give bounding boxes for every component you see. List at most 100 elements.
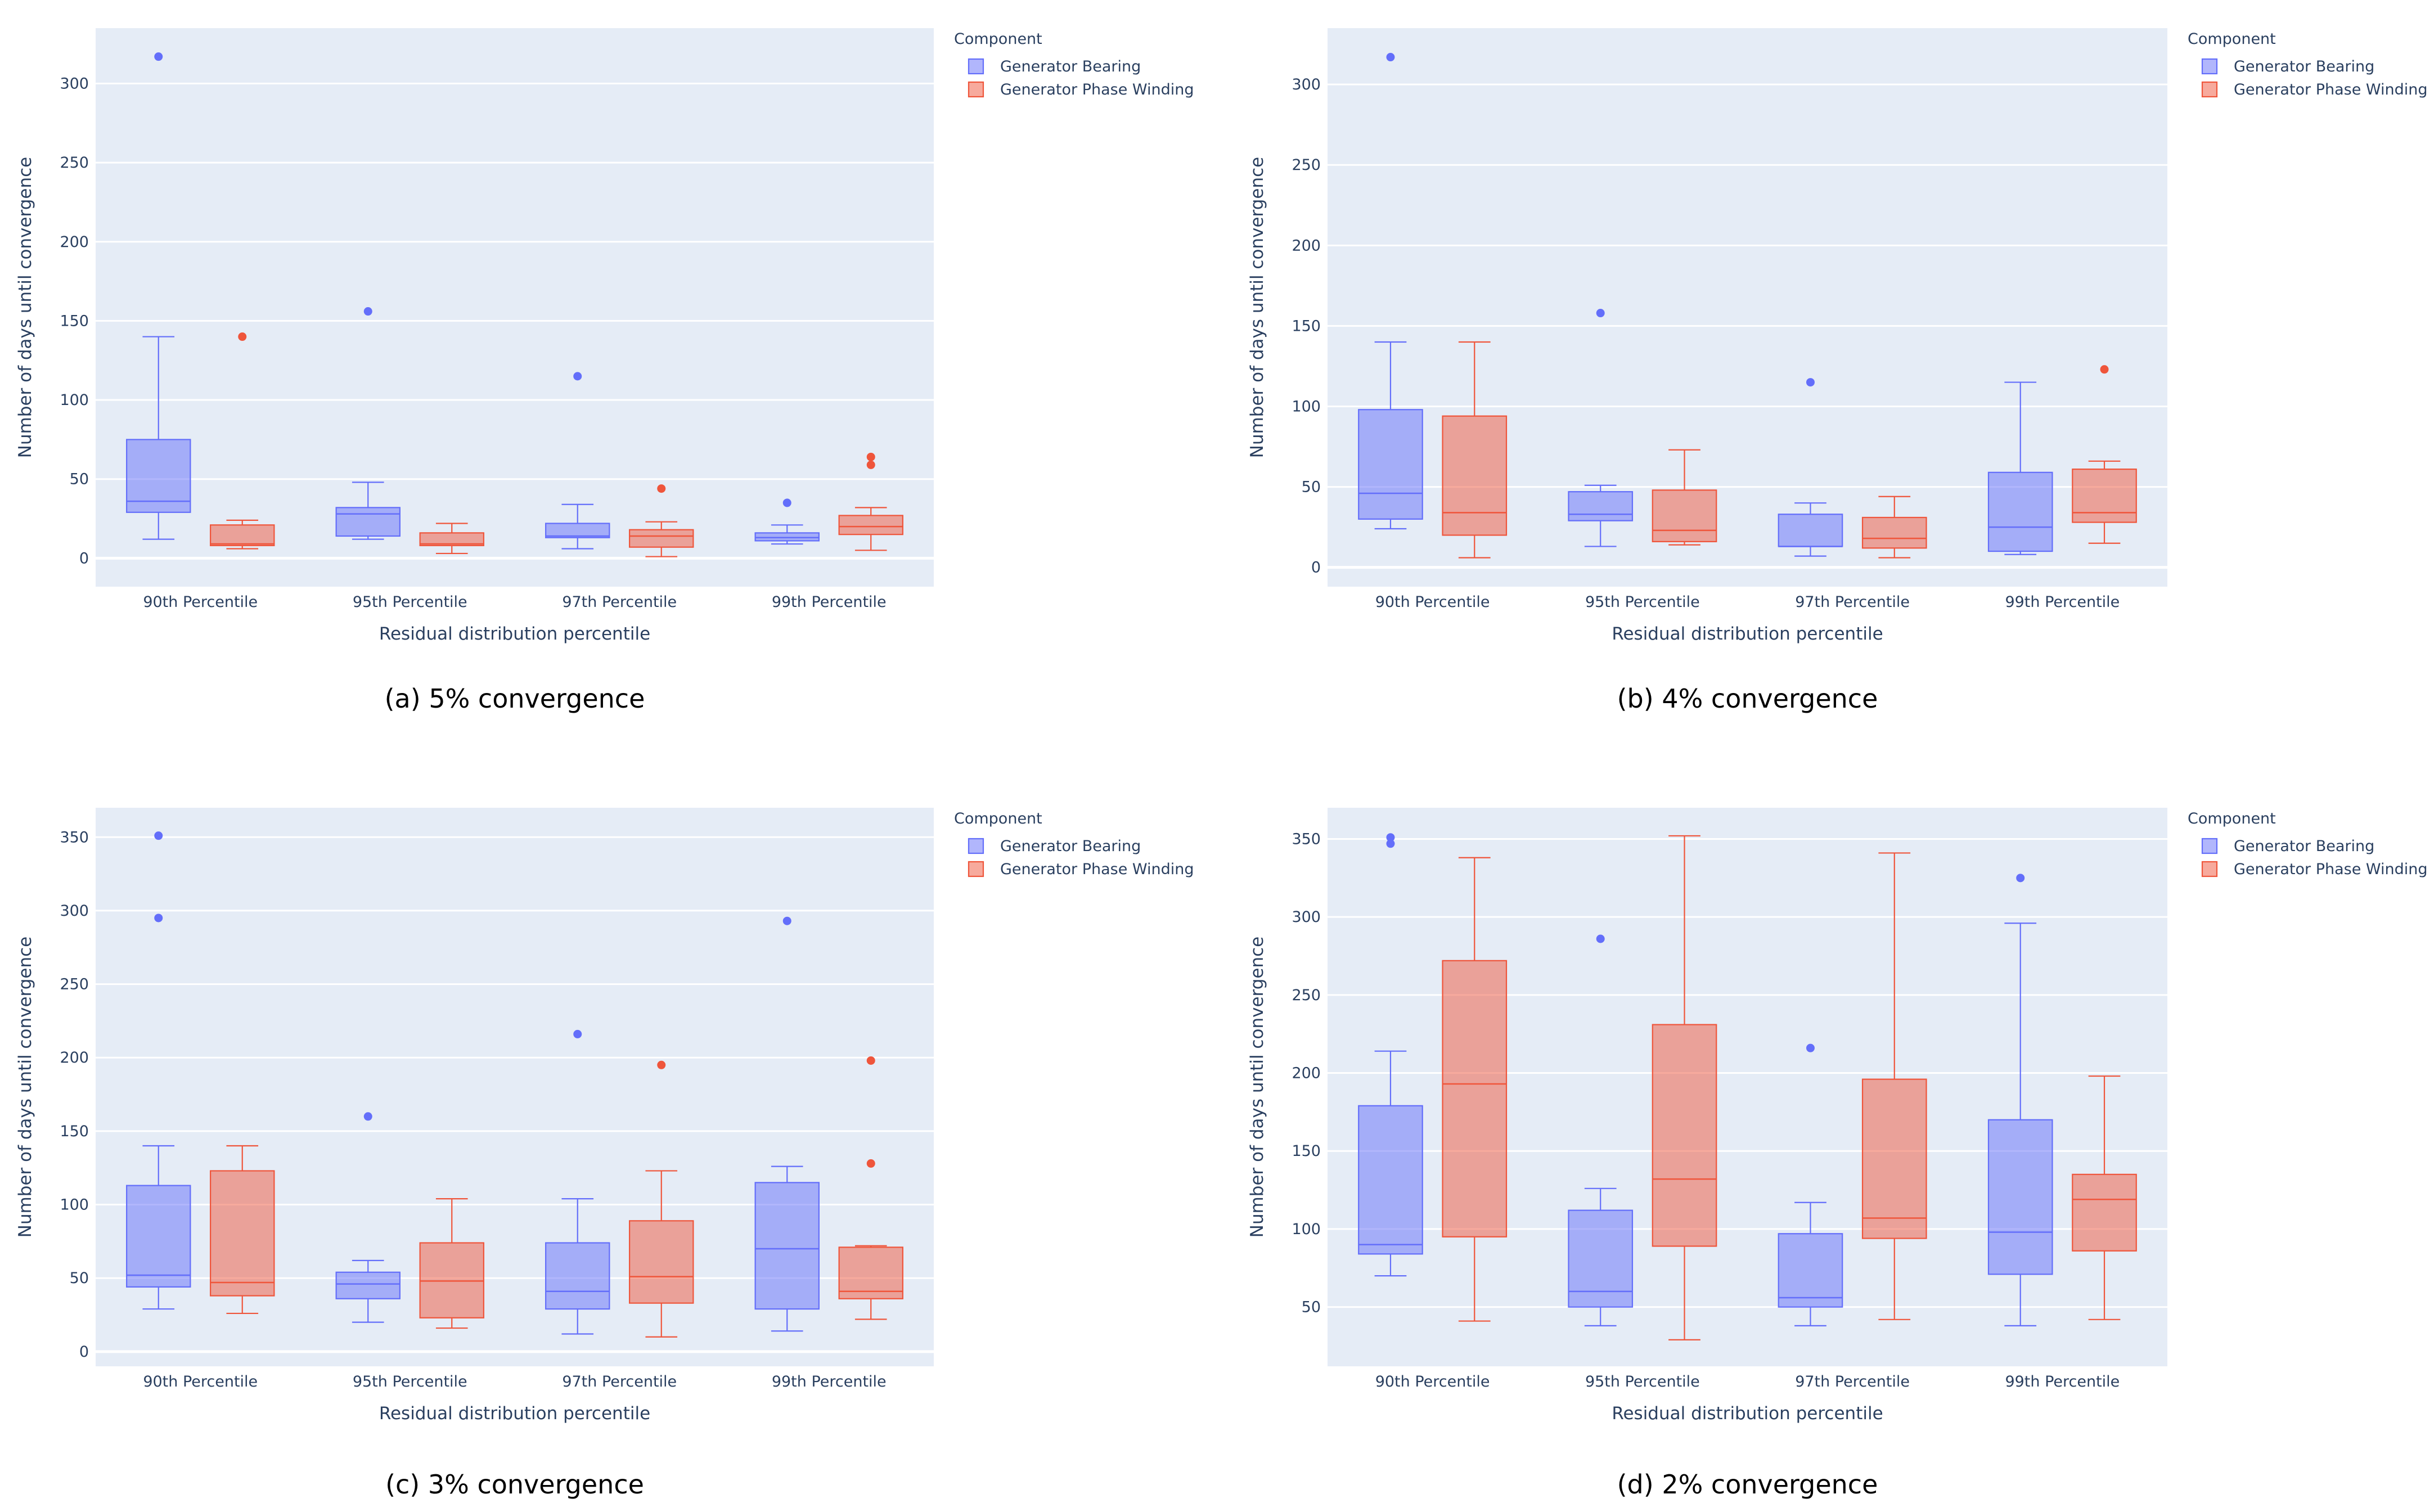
box <box>126 1185 191 1288</box>
box <box>1778 1233 1843 1308</box>
y-tick-label: 0 <box>79 550 89 567</box>
y-tick-label: 50 <box>70 471 89 488</box>
y-tick-label: 100 <box>60 392 89 409</box>
y-tick-label: 0 <box>79 1343 89 1361</box>
box <box>1652 1024 1717 1247</box>
y-tick-label: 350 <box>1292 830 1321 848</box>
x-axis-title: Residual distribution percentile <box>379 624 650 644</box>
y-tick-label: 200 <box>60 1049 89 1066</box>
box <box>545 523 610 538</box>
x-axis-title: Residual distribution percentile <box>379 1403 650 1424</box>
x-tick-label: 90th Percentile <box>1375 593 1490 611</box>
y-tick-label: 200 <box>1292 1065 1321 1082</box>
x-tick-label: 95th Percentile <box>1585 1373 1700 1390</box>
outlier-point <box>154 52 163 61</box>
legend-swatch <box>968 838 984 854</box>
legend-entry: Generator Bearing <box>1000 58 1141 75</box>
box <box>2072 1173 2137 1252</box>
x-tick-label: 90th Percentile <box>143 1373 258 1390</box>
legend-swatch <box>968 861 984 878</box>
chart-panel-2: 0 50 100 150 200 250 300 90th Percentile 95th Pe… <box>1247 28 2428 714</box>
box <box>1652 489 1717 542</box>
outlier-point <box>866 1159 875 1168</box>
y-tick-label: 50 <box>70 1270 89 1287</box>
outlier-point <box>363 1112 372 1121</box>
series-generator-phase-winding <box>1442 835 2137 1340</box>
chart-caption: (c) 3% convergence <box>385 1469 644 1500</box>
legend-title: Component <box>2188 810 2276 827</box>
box <box>1358 409 1423 520</box>
y-axis-title: Number of days until convergence <box>15 937 35 1238</box>
box <box>1568 1209 1634 1308</box>
chart-panel-4: 50 100 150 200 250 300 350 90th Percentile 95th … <box>1247 808 2428 1500</box>
box <box>419 1242 484 1318</box>
chart-caption: (b) 4% convergence <box>1617 683 1878 714</box>
chart-caption: (a) 5% convergence <box>385 683 645 714</box>
outlier-point <box>154 831 163 840</box>
outlier-point <box>1386 53 1395 62</box>
outlier-point <box>1596 309 1605 318</box>
legend-entry: Generator Phase Winding <box>2234 81 2428 98</box>
outlier-point <box>866 1056 875 1065</box>
y-axis-title: Number of days until convergence <box>1247 937 1267 1238</box>
box <box>838 1246 903 1299</box>
y-tick-label: 250 <box>60 154 89 172</box>
series-generator-bearing <box>1358 53 2053 557</box>
legend-swatch <box>968 81 984 98</box>
legend-title: Component <box>954 810 1042 827</box>
outlier-point <box>1596 934 1605 943</box>
series-generator-phase-winding <box>210 1056 903 1338</box>
y-tick-label: 150 <box>60 312 89 330</box>
y-axis-title: Number of days until convergence <box>1247 157 1267 458</box>
y-tick-label: 150 <box>1292 1142 1321 1160</box>
outlier-point <box>657 484 666 493</box>
box <box>1442 415 1508 536</box>
series-generator-bearing <box>126 52 820 550</box>
box <box>2072 468 2137 523</box>
box <box>1861 1078 1927 1239</box>
outlier-point <box>154 914 163 922</box>
x-tick-label: 99th Percentile <box>2005 593 2120 611</box>
outlier-point <box>1806 1043 1815 1052</box>
legend-swatch <box>968 58 984 75</box>
outlier-point <box>782 498 791 507</box>
box <box>335 1271 401 1299</box>
x-tick-label: 95th Percentile <box>353 593 467 611</box>
y-tick-label: 250 <box>1292 987 1321 1004</box>
outlier-point <box>782 916 791 925</box>
y-tick-label: 350 <box>60 829 89 846</box>
outlier-point <box>363 307 372 316</box>
outlier-point <box>2100 365 2109 374</box>
series-generator-bearing <box>126 831 820 1335</box>
y-tick-label: 250 <box>1292 156 1321 174</box>
legend-swatch <box>2201 81 2218 98</box>
y-tick-label: 100 <box>60 1196 89 1214</box>
box <box>1987 1119 2053 1275</box>
y-tick-label: 50 <box>1302 1299 1321 1316</box>
outlier-point <box>573 1029 582 1038</box>
y-tick-label: 300 <box>1292 76 1321 93</box>
box <box>545 1242 610 1310</box>
chart-panel-1: 0 50 100 150 200 250 300 90th Percentile 95th Pe… <box>15 28 1194 714</box>
box <box>754 532 820 542</box>
x-tick-label: 90th Percentile <box>143 593 258 611</box>
box <box>1861 516 1927 549</box>
box <box>629 529 694 548</box>
legend: Component Generator Bearing Generator Phas… <box>2188 810 2428 878</box>
outlier-point <box>1806 378 1815 387</box>
legend-swatch <box>2201 838 2218 854</box>
outlier-point <box>573 372 582 381</box>
x-axis-title: Residual distribution percentile <box>1612 1403 1883 1424</box>
outlier-point <box>1386 833 1395 842</box>
box <box>1358 1105 1423 1255</box>
x-tick-label: 99th Percentile <box>772 593 887 611</box>
x-tick-label: 97th Percentile <box>1795 593 1910 611</box>
legend-entry: Generator Bearing <box>2234 58 2374 75</box>
y-tick-label: 250 <box>60 976 89 993</box>
legend-swatch <box>2201 58 2218 75</box>
y-tick-label: 300 <box>60 902 89 920</box>
series-generator-bearing <box>1358 833 2053 1326</box>
legend: Component Generator Bearing Generator Phas… <box>954 810 1194 878</box>
box <box>838 515 903 536</box>
